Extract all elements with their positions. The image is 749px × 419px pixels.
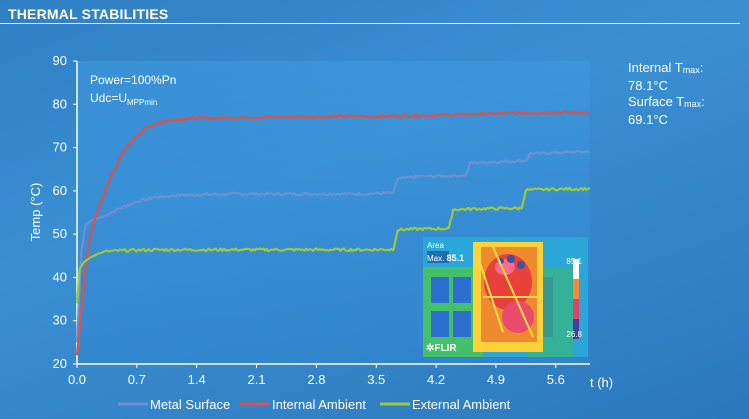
legend-label-internal-ambient: Internal Ambient: [272, 397, 366, 412]
inset-max-value: 85.1: [446, 253, 465, 263]
legend: Metal Surface Internal Ambient External Am…: [118, 397, 511, 412]
x-tick-label: 3.5: [367, 372, 385, 387]
x-tick-label: 1.4: [188, 372, 206, 387]
x-tick-label: 0.0: [68, 372, 86, 387]
y-tick-label: 20: [53, 356, 67, 371]
thermal-image: [423, 237, 588, 357]
series-line-metal-surface: [75, 149, 591, 343]
y-tick-label: 50: [53, 226, 67, 241]
legend-label-metal-surface: Metal Surface: [150, 397, 230, 412]
legend-label-external-ambient: External Ambient: [412, 397, 511, 412]
x-tick-label: 2.1: [248, 372, 266, 387]
inset-scale-top: 85.1: [566, 257, 582, 266]
x-tick-label: 4.2: [427, 372, 445, 387]
thermal-image-inset: Area Max. 85.1 85.1 26.8 ✲FLIR: [423, 237, 588, 357]
x-tick-label: 4.9: [487, 372, 505, 387]
surface-tmax-value: 69.1°C: [628, 112, 668, 127]
axes: [73, 60, 590, 368]
inset-max-label: Max. 85.1: [427, 253, 465, 263]
series-line-internal-ambient: [75, 110, 591, 356]
x-tick-label: 5.6: [547, 372, 565, 387]
internal-tmax-value: 78.1°C: [628, 78, 668, 93]
series-lines: [75, 110, 591, 356]
series-line-external-ambient: [75, 186, 591, 304]
y-tick-label: 40: [53, 269, 67, 284]
annotation-udc: Udc=UMPPmin: [90, 91, 157, 107]
annotation-power: Power=100%Pn: [90, 73, 176, 87]
flir-logo: ✲FLIR: [426, 343, 457, 354]
y-tick-label: 30: [53, 313, 67, 328]
x-axis-label: t (h): [590, 375, 613, 390]
header-bar: THERMAL STABILITIES: [0, 0, 749, 26]
y-tick-label: 90: [53, 53, 67, 68]
x-tick-label: 0.7: [128, 372, 146, 387]
y-tick-label: 70: [53, 140, 67, 155]
y-tick-label: 80: [53, 96, 67, 111]
x-tick-label: 2.8: [307, 372, 325, 387]
max-temperature-note: Internal Tmax: 78.1°C Surface Tmax: 69.1…: [628, 60, 705, 128]
y-tick-label: 60: [53, 183, 67, 198]
page-title: THERMAL STABILITIES: [8, 6, 169, 22]
header-divider: [0, 23, 740, 24]
inset-scale-bottom: 26.8: [566, 330, 582, 339]
tick-labels: 20 30 40 50 60 70 80 90 0.0 0.7 1.4 2.1 2.8 3.5 4.2 4.9…: [53, 53, 565, 387]
inset-area-label: Area: [427, 241, 444, 250]
surface-tmax-label: Surface Tmax:: [628, 94, 705, 109]
internal-tmax-label: Internal Tmax:: [628, 60, 704, 75]
y-axis-label: Temp (°C): [28, 183, 43, 242]
